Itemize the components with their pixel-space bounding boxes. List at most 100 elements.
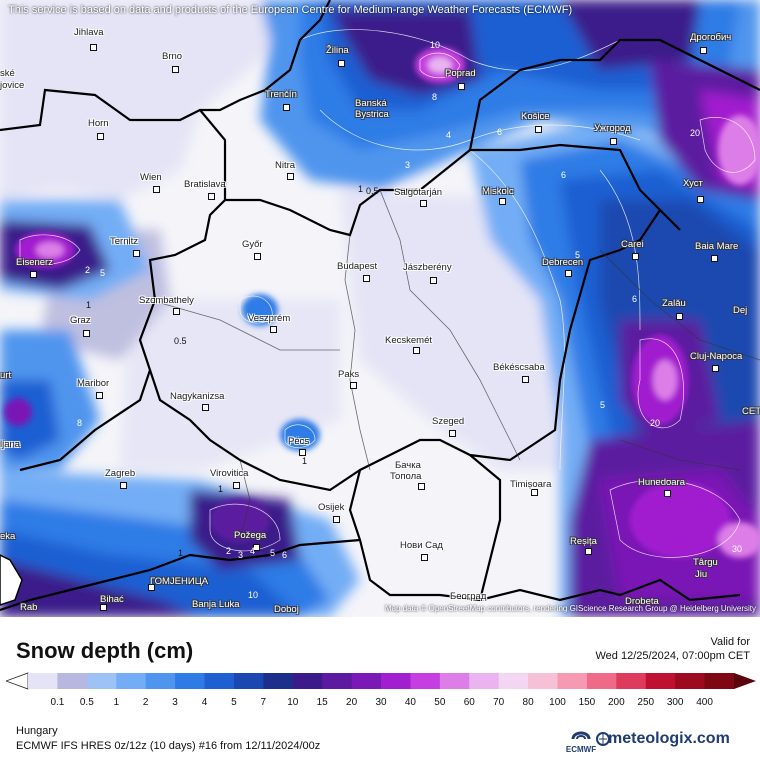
city-label-brno[interactable]: Brno xyxy=(162,51,183,62)
legend-swatch xyxy=(145,673,176,689)
city-label-bihac[interactable]: Bihać xyxy=(100,594,124,605)
city-label-ternitz[interactable]: Ternitz xyxy=(110,236,138,247)
city-label-kecskemet[interactable]: Kecskemét xyxy=(385,335,432,346)
contour-label: 20 xyxy=(650,418,661,428)
city-label-partial-jovice[interactable]: jovice xyxy=(0,80,25,91)
legend-tick-label: 150 xyxy=(578,697,596,708)
city-marker xyxy=(697,196,704,203)
city-label-kosice[interactable]: Košice xyxy=(521,111,550,122)
city-label-osijek[interactable]: Osijek xyxy=(318,502,345,513)
city-label-veszprem[interactable]: Veszprém xyxy=(248,313,291,324)
city-label-jaszbereny[interactable]: Jászberény xyxy=(403,262,452,273)
city-marker xyxy=(283,104,290,111)
city-label-hunedoara[interactable]: Hunedoara xyxy=(638,477,686,488)
city-label-dej[interactable]: Dej xyxy=(733,305,748,316)
city-label-paks[interactable]: Paks xyxy=(338,369,360,380)
city-label-pozega[interactable]: Požega xyxy=(234,530,267,541)
city-label-drohobych[interactable]: Дрогобич xyxy=(690,32,732,43)
city-label-jihlava[interactable]: Jihlava xyxy=(74,27,104,38)
legend-arrow-high xyxy=(734,673,756,689)
city-label-zagreb[interactable]: Zagreb xyxy=(105,468,136,479)
city-label-szeged[interactable]: Szeged xyxy=(432,416,465,427)
city-label-zalau[interactable]: Zalău xyxy=(662,298,686,309)
city-label-baia-mare[interactable]: Baia Mare xyxy=(695,241,739,252)
city-label-nagykanizsa[interactable]: Nagykanizsa xyxy=(170,391,225,402)
sea-area xyxy=(0,554,23,606)
city-marker xyxy=(363,275,370,282)
city-label-targu[interactable]: Târgu xyxy=(693,557,718,568)
city-label-khust[interactable]: Хуст xyxy=(683,178,703,189)
city-label-bystrica[interactable]: Bystrica xyxy=(355,109,389,120)
legend-tick-label: 5 xyxy=(231,697,237,708)
city-label-poprad[interactable]: Poprad xyxy=(445,68,476,79)
contour-label: 10 xyxy=(430,40,441,50)
legend-tick-label: 0.1 xyxy=(50,697,65,708)
city-label-miskolc[interactable]: Miskolc xyxy=(482,186,514,197)
city-label-zilina[interactable]: Žilina xyxy=(326,45,349,56)
city-label-banska[interactable]: Banská xyxy=(355,98,387,109)
city-label-gomjenica[interactable]: ГОМЈЕНИЦА xyxy=(150,576,209,587)
contour-lines xyxy=(19,29,756,558)
city-label-maribor[interactable]: Maribor xyxy=(77,378,110,389)
city-label-wien[interactable]: Wien xyxy=(140,172,162,183)
meteologix-brand[interactable]: meteologix.com xyxy=(608,730,730,747)
city-label-topola[interactable]: Топола xyxy=(390,471,422,482)
city-label-novi-sad[interactable]: Нови Сад xyxy=(400,540,443,551)
meteologix-globe-icon xyxy=(596,732,610,746)
contour-label: 6 xyxy=(561,170,567,180)
contour-label: 5 xyxy=(600,400,606,410)
contour-label: 1 xyxy=(302,456,308,466)
city-label-nitra[interactable]: Nitra xyxy=(275,160,296,171)
legend-swatch xyxy=(322,673,353,689)
city-marker xyxy=(270,326,277,333)
city-label-banja-luka[interactable]: Banja Luka xyxy=(192,599,240,610)
city-label-salgotarjan[interactable]: Salgótarján xyxy=(394,187,443,198)
city-label-uzhhorod[interactable]: Ужгород xyxy=(594,123,631,134)
city-label-partial-cet[interactable]: CET xyxy=(742,406,760,417)
city-label-partial-urt[interactable]: urt xyxy=(0,370,12,381)
city-marker xyxy=(585,548,592,555)
city-marker xyxy=(100,604,107,611)
city-label-trencin[interactable]: Trenčín xyxy=(265,89,297,100)
city-label-rab[interactable]: Rab xyxy=(20,602,38,613)
city-label-partial-ljana[interactable]: ljana xyxy=(0,439,21,450)
city-label-jiu[interactable]: Jiu xyxy=(695,569,708,580)
ecmwf-disclaimer: This service is based on data and produc… xyxy=(8,4,573,16)
contour-label: 20 xyxy=(690,128,701,138)
legend-swatch xyxy=(116,673,147,689)
city-label-timisoara[interactable]: Timișoara xyxy=(510,479,552,490)
city-label-graz[interactable]: Graz xyxy=(70,315,91,326)
contour-label: 5 xyxy=(575,250,581,260)
city-label-bekescsaba[interactable]: Békéscsaba xyxy=(493,362,545,373)
city-label-carei[interactable]: Carei xyxy=(621,239,644,250)
city-label-doboj[interactable]: Doboj xyxy=(274,604,299,615)
city-label-szombathely[interactable]: Szombathely xyxy=(139,295,194,306)
city-label-budapest[interactable]: Budapest xyxy=(337,261,378,272)
contour-label: 1 xyxy=(358,184,364,194)
legend-swatch xyxy=(616,673,647,689)
legend-tick-label: 15 xyxy=(316,697,328,708)
legend-tick-label: 100 xyxy=(549,697,566,708)
city-label-beograd[interactable]: Београд xyxy=(450,591,487,602)
snow-depth-map[interactable]: This service is based on data and produc… xyxy=(0,0,760,617)
city-label-virovitica[interactable]: Virovitica xyxy=(210,468,249,479)
city-label-resita[interactable]: Reșița xyxy=(570,536,597,547)
ecmwf-logo-text: ECMWF xyxy=(565,745,597,754)
legend-tick-label: 80 xyxy=(522,697,534,708)
city-label-partial-eka[interactable]: eka xyxy=(0,531,16,542)
city-label-backa[interactable]: Бачка xyxy=(395,460,421,471)
city-label-gyor[interactable]: Győr xyxy=(242,239,263,250)
city-marker xyxy=(449,430,456,437)
country-borders xyxy=(0,0,760,612)
city-label-partial-ske[interactable]: ské xyxy=(0,68,15,79)
legend-swatch xyxy=(469,673,500,689)
city-label-cluj-napoca[interactable]: Cluj-Napoca xyxy=(690,351,743,362)
city-label-bratislava[interactable]: Bratislava xyxy=(184,179,226,190)
contour-label: 10 xyxy=(248,590,259,600)
city-label-debrecen[interactable]: Debrecen xyxy=(542,257,584,268)
city-label-eisenerz[interactable]: Eisenerz xyxy=(16,257,53,268)
city-label-horn[interactable]: Horn xyxy=(88,118,109,129)
city-label-pecs[interactable]: Pécs xyxy=(288,436,310,447)
legend-swatch xyxy=(645,673,676,689)
city-label-drobeta[interactable]: Drobeta xyxy=(625,596,659,607)
